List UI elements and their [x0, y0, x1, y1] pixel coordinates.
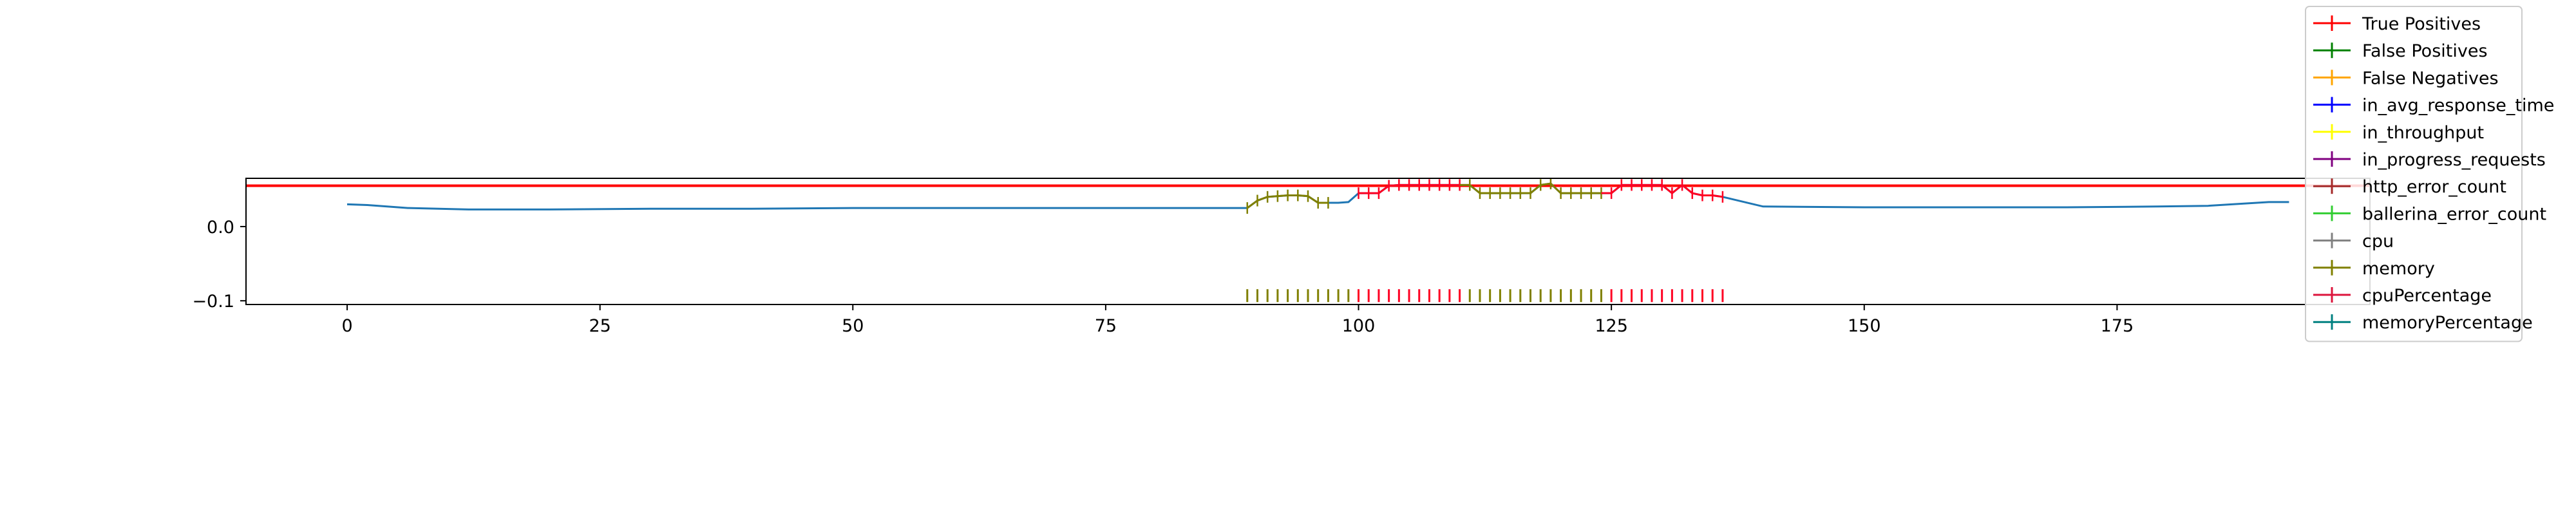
segment-line [1267, 195, 1278, 198]
legend-label: False Negatives [2362, 68, 2499, 88]
x-tick-label: 150 [1848, 316, 1881, 336]
segment-line [1540, 182, 1551, 186]
segment-line [1671, 184, 1683, 194]
x-tick-label: 175 [2101, 316, 2134, 336]
y-tick-label: 0.0 [207, 218, 234, 238]
legend-label: True Positives [2362, 14, 2481, 34]
segment-line [1256, 196, 1268, 201]
segment-line [1611, 184, 1622, 194]
x-axis: 0 25 50 75 100 125 150 175 [341, 304, 2134, 336]
legend-label: memoryPercentage [2362, 313, 2533, 333]
legend-label: in_avg_response_time [2362, 96, 2554, 116]
segment-line [1712, 194, 1723, 198]
legend-label: memory [2362, 259, 2435, 279]
segment-line [1692, 192, 1703, 196]
legend-label: cpuPercentage [2362, 286, 2492, 306]
y-axis: 0.0 −0.1 [192, 218, 246, 312]
segment-line [1681, 184, 1693, 194]
segment-line [1661, 184, 1673, 194]
legend-box [2305, 6, 2523, 342]
y-tick-label: −0.1 [192, 292, 234, 312]
segment-line [1530, 184, 1542, 194]
x-tick-label: 75 [1095, 316, 1117, 336]
segment-line [1378, 185, 1390, 194]
segment-line [1469, 184, 1481, 194]
x-tick-label: 125 [1595, 316, 1628, 336]
plot-area [246, 178, 2370, 303]
legend-label: http_error_count [2362, 177, 2506, 197]
x-tick-label: 0 [341, 316, 352, 336]
x-tick-label: 25 [589, 316, 611, 336]
x-tick-label: 50 [842, 316, 864, 336]
legend: True Positives False Positives False Negat… [2305, 6, 2554, 342]
segment-line [1307, 195, 1319, 204]
segment-line [1549, 182, 1562, 194]
x-tick-label: 100 [1342, 316, 1376, 336]
segment-line [1246, 200, 1258, 209]
legend-label: in_throughput [2362, 123, 2484, 143]
legend-label: ballerina_error_count [2362, 204, 2546, 224]
legend-label: False Positives [2362, 41, 2488, 61]
legend-label: in_progress_requests [2362, 150, 2546, 170]
legend-label: cpu [2362, 232, 2394, 252]
